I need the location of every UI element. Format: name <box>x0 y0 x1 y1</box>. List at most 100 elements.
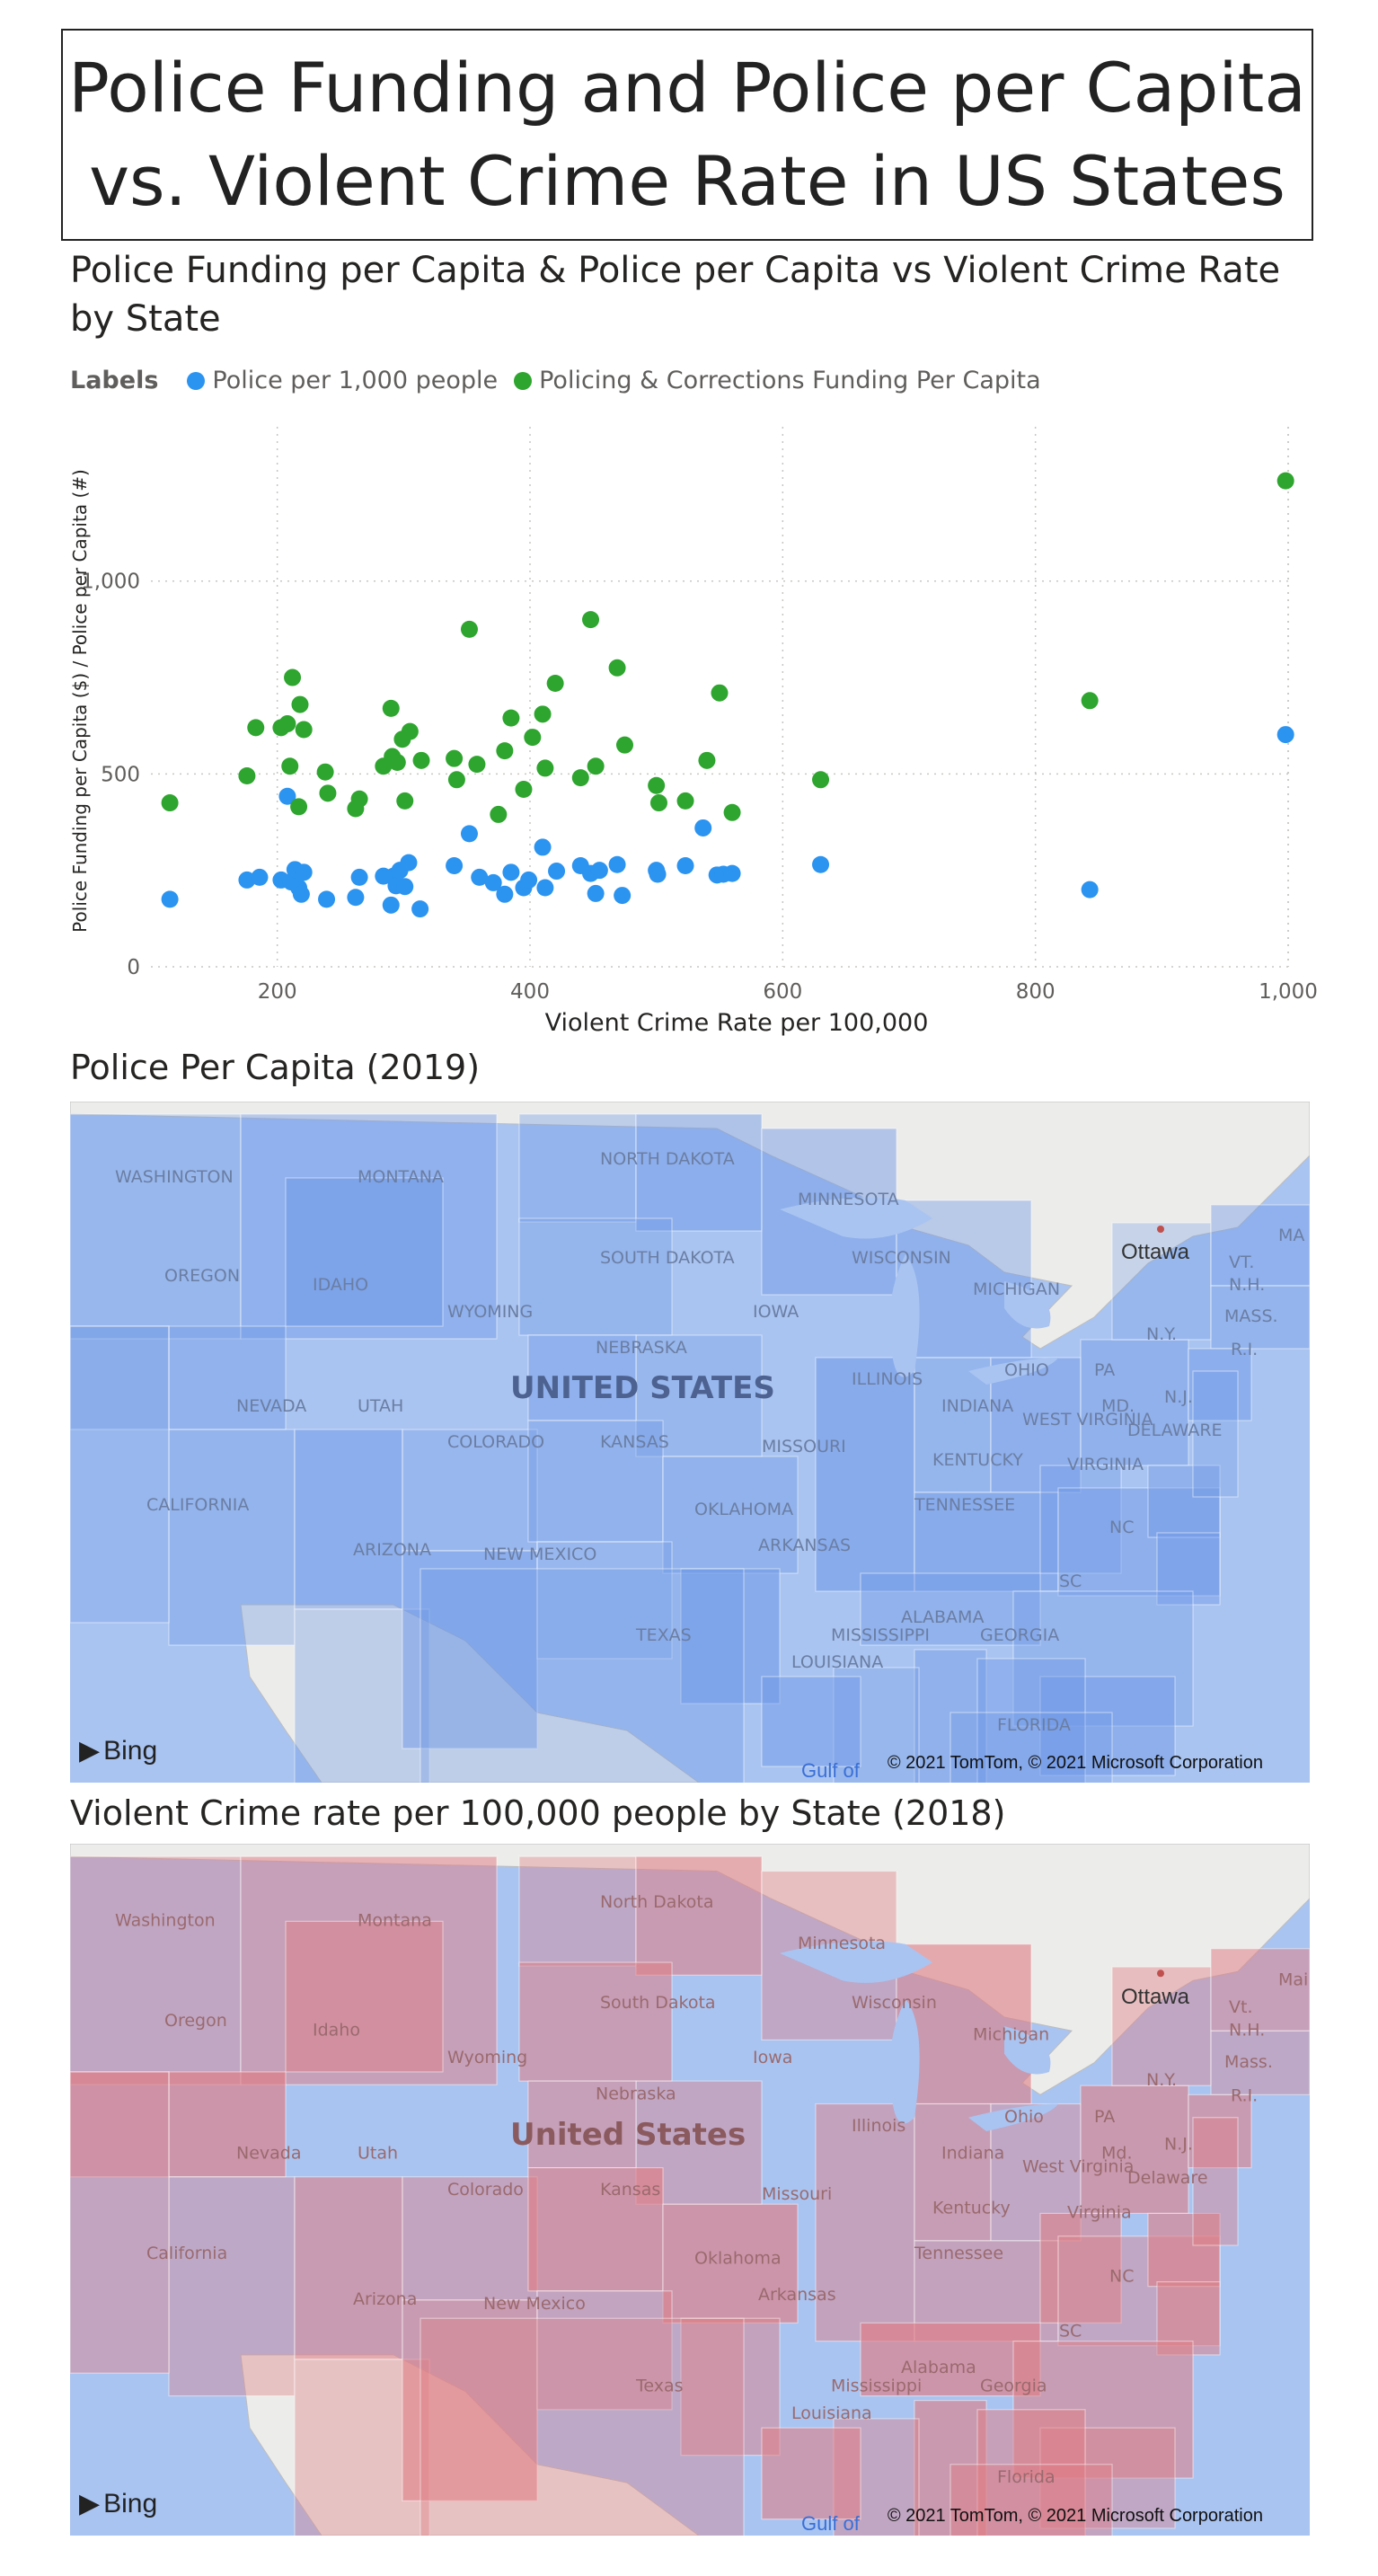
funding-point[interactable] <box>587 757 605 775</box>
funding-point[interactable] <box>295 721 313 739</box>
state-region[interactable] <box>285 1177 444 1327</box>
police-point[interactable] <box>520 871 538 889</box>
funding-point[interactable] <box>676 792 694 810</box>
funding-point[interactable] <box>616 736 633 754</box>
state-region[interactable] <box>914 1492 1059 1592</box>
state-region[interactable] <box>976 1658 1086 1783</box>
funding-point[interactable] <box>723 803 741 821</box>
state-region[interactable] <box>70 1325 170 1624</box>
funding-point[interactable] <box>291 695 309 713</box>
state-region[interactable] <box>914 1357 992 1493</box>
state-region[interactable] <box>635 1113 763 1232</box>
funding-point[interactable] <box>290 798 308 816</box>
violent-crime-map[interactable]: Ottawa Washington Montana North Dakota Minne… <box>70 1844 1310 2536</box>
map2-canvas[interactable]: Ottawa Washington Montana North Dakota Minne… <box>70 1844 1310 2536</box>
funding-point[interactable] <box>536 759 554 777</box>
state-region[interactable] <box>285 1920 444 2073</box>
funding-point[interactable] <box>524 729 542 747</box>
police-point[interactable] <box>251 868 269 886</box>
state-region[interactable] <box>1080 1339 1189 1466</box>
police-point[interactable] <box>548 863 566 881</box>
police-point[interactable] <box>614 887 632 905</box>
state-region[interactable] <box>70 2071 170 2374</box>
funding-point[interactable] <box>1081 692 1099 710</box>
state-region[interactable] <box>518 1217 673 1336</box>
funding-point[interactable] <box>490 805 508 823</box>
state-region[interactable] <box>1039 1676 1176 1776</box>
state-region[interactable] <box>635 1334 763 1457</box>
state-region[interactable] <box>518 1961 673 2082</box>
police-point[interactable] <box>608 855 626 873</box>
state-region[interactable] <box>70 1855 242 2085</box>
state-region[interactable] <box>168 1325 287 1430</box>
funding-point[interactable] <box>278 715 296 733</box>
funding-point[interactable] <box>698 751 716 769</box>
police-point[interactable] <box>396 878 414 896</box>
state-region[interactable] <box>402 2299 538 2501</box>
police-point[interactable] <box>1081 881 1099 899</box>
police-point[interactable] <box>278 787 296 805</box>
funding-point[interactable] <box>608 659 626 677</box>
police-point[interactable] <box>723 864 741 882</box>
state-region[interactable] <box>1057 1487 1221 1597</box>
state-region[interactable] <box>815 1357 915 1592</box>
state-region[interactable] <box>402 2176 538 2301</box>
police-point[interactable] <box>460 825 478 843</box>
state-region[interactable] <box>914 2102 992 2242</box>
funding-point[interactable] <box>446 749 464 767</box>
funding-point[interactable] <box>284 668 302 686</box>
state-region[interactable] <box>860 2322 1041 2397</box>
state-region[interactable] <box>70 2071 170 2178</box>
funding-point[interactable] <box>812 771 830 789</box>
state-region[interactable] <box>402 1429 538 1552</box>
funding-point[interactable] <box>401 722 419 740</box>
state-region[interactable] <box>1188 1348 1252 1421</box>
funding-point[interactable] <box>447 771 465 789</box>
police-point[interactable] <box>496 885 514 903</box>
legend-label-funding[interactable]: Policing & Corrections Funding Per Capit… <box>539 367 1041 394</box>
funding-point[interactable] <box>534 705 552 723</box>
state-region[interactable] <box>240 1855 498 2085</box>
state-region[interactable] <box>976 2409 1086 2536</box>
funding-point[interactable] <box>468 756 486 774</box>
state-region[interactable] <box>70 1325 170 1430</box>
state-region[interactable] <box>815 2102 915 2342</box>
state-region[interactable] <box>860 1572 1041 1646</box>
funding-point[interactable] <box>1276 472 1294 490</box>
state-region[interactable] <box>1039 2212 1122 2324</box>
police-point[interactable] <box>649 865 667 883</box>
police-point[interactable] <box>676 857 694 875</box>
state-region[interactable] <box>1039 1465 1122 1574</box>
funding-point[interactable] <box>161 794 179 812</box>
state-region[interactable] <box>168 1429 296 1646</box>
state-region[interactable] <box>402 1550 538 1749</box>
funding-point[interactable] <box>412 751 430 769</box>
funding-point[interactable] <box>546 674 564 692</box>
funding-point[interactable] <box>388 753 406 771</box>
state-region[interactable] <box>536 1541 673 1660</box>
state-region[interactable] <box>420 1568 745 1783</box>
state-region[interactable] <box>527 2080 637 2169</box>
state-region[interactable] <box>527 1420 664 1543</box>
funding-point[interactable] <box>648 776 666 794</box>
state-region[interactable] <box>1210 1204 1310 1287</box>
state-region[interactable] <box>1012 1590 1194 1727</box>
funding-point[interactable] <box>460 620 478 638</box>
funding-point[interactable] <box>515 781 533 799</box>
police-point[interactable] <box>590 862 608 880</box>
state-region[interactable] <box>950 1712 1113 1783</box>
state-region[interactable] <box>662 1456 799 1574</box>
state-region[interactable] <box>1210 1948 1310 2032</box>
state-region[interactable] <box>950 2464 1113 2536</box>
police-point[interactable] <box>318 890 336 908</box>
state-region[interactable] <box>294 1429 403 1610</box>
funding-point[interactable] <box>571 769 589 787</box>
map1-canvas[interactable]: Ottawa WASHINGTON MONTANA NORTH DAKOTA MINNE… <box>70 1102 1310 1783</box>
state-region[interactable] <box>1080 2085 1189 2215</box>
funding-point[interactable] <box>350 790 368 808</box>
funding-point[interactable] <box>281 757 299 775</box>
state-region[interactable] <box>168 2176 296 2397</box>
state-region[interactable] <box>896 1943 1032 2105</box>
police-point[interactable] <box>536 879 554 897</box>
state-region[interactable] <box>914 2400 987 2536</box>
